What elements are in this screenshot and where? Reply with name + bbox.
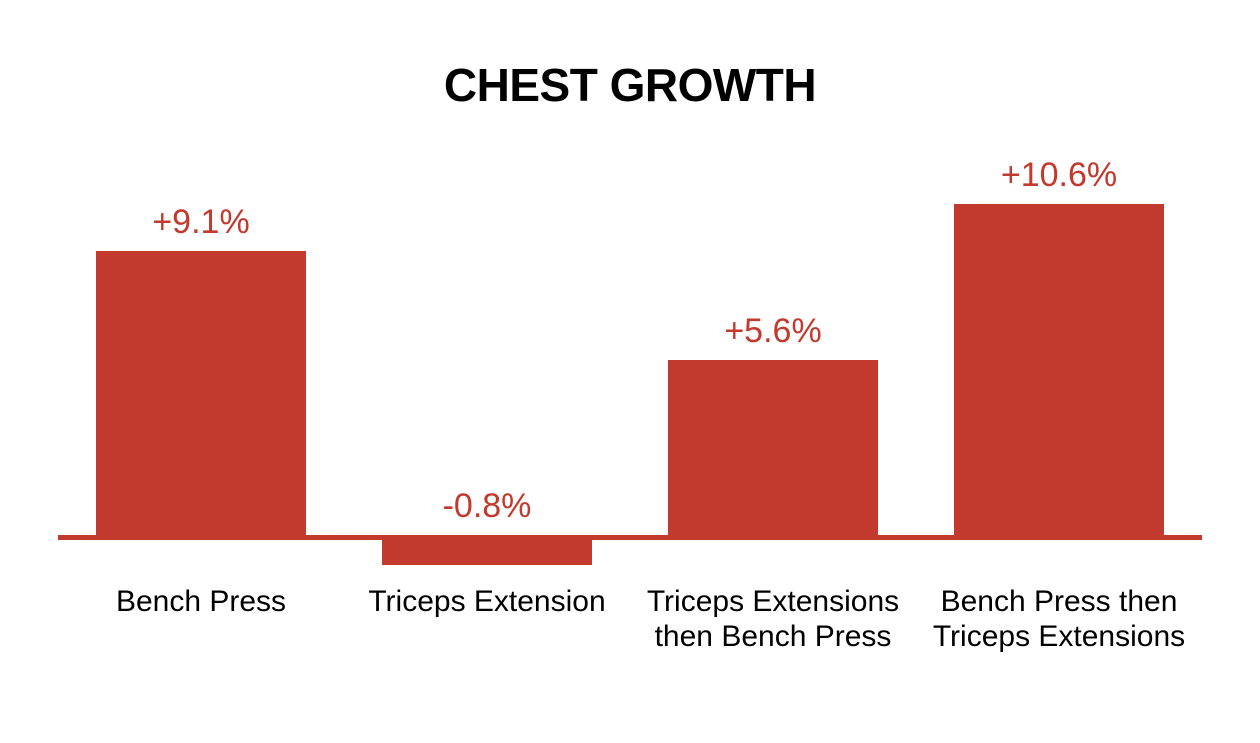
bar-value-label: -0.8% [443, 487, 532, 526]
bar [382, 540, 592, 565]
chart-container: CHEST GROWTH +9.1% Bench Press -0.8% Tricep… [0, 0, 1260, 743]
category-label-line: Triceps Extension [357, 585, 617, 620]
bar-slot: +10.6% Bench Press thenTriceps Extensions [916, 130, 1202, 710]
category-label-line: Triceps Extensions [643, 585, 903, 620]
bars-group: +9.1% Bench Press -0.8% Triceps Extension +5… [58, 130, 1202, 710]
bar-value-label: +10.6% [1001, 156, 1117, 195]
bar-slot: -0.8% Triceps Extension [344, 130, 630, 710]
category-label-line: Triceps Extensions [929, 620, 1189, 655]
plot-area: +9.1% Bench Press -0.8% Triceps Extension +5… [58, 130, 1202, 710]
bar-value-label: +9.1% [152, 203, 249, 242]
category-label: Triceps Extension [357, 585, 617, 620]
category-label-line: Bench Press [71, 585, 331, 620]
category-label: Bench Press thenTriceps Extensions [929, 585, 1189, 654]
category-label: Bench Press [71, 585, 331, 620]
bar-slot: +9.1% Bench Press [58, 130, 344, 710]
category-label-line: then Bench Press [643, 620, 903, 655]
bar [668, 360, 878, 535]
chart-title: CHEST GROWTH [0, 58, 1260, 112]
category-label-line: Bench Press then [929, 585, 1189, 620]
bar-slot: +5.6% Triceps Extensionsthen Bench Press [630, 130, 916, 710]
bar [96, 251, 306, 535]
bar [954, 204, 1164, 535]
bar-value-label: +5.6% [724, 312, 821, 351]
category-label: Triceps Extensionsthen Bench Press [643, 585, 903, 654]
